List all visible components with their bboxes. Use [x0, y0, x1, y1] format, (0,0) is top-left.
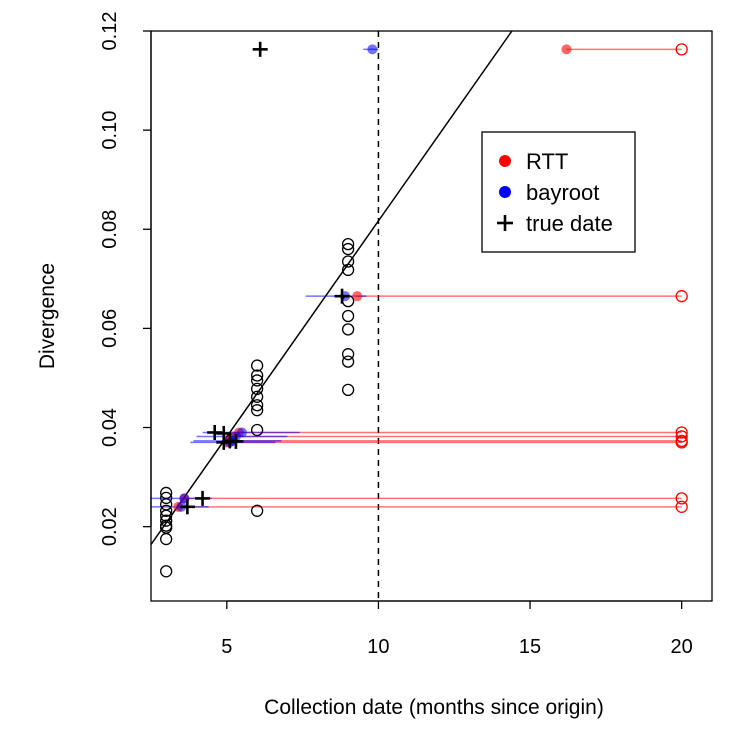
true-date-point — [179, 499, 195, 515]
observed-point — [250, 423, 264, 437]
observed-point — [160, 509, 173, 522]
observed-point — [341, 355, 355, 368]
observed-point — [341, 348, 355, 361]
true-date-point — [252, 41, 268, 57]
observed-point — [675, 43, 688, 56]
observed-point — [160, 514, 173, 527]
observed-point — [341, 242, 355, 256]
rtt-point — [352, 291, 363, 302]
rtt-point — [561, 44, 572, 55]
observed-point — [250, 404, 264, 417]
observed-point — [250, 374, 264, 387]
observed-point — [160, 532, 173, 546]
true-date-point — [195, 490, 211, 506]
observed-point — [250, 359, 264, 372]
observed-point — [675, 492, 688, 505]
observed-point — [250, 504, 264, 517]
observed-point — [160, 504, 173, 517]
observed-point — [675, 290, 688, 303]
legend-label: true date — [526, 211, 613, 236]
y-tick-label: 0.06 — [99, 309, 121, 348]
true-date-point — [228, 433, 244, 449]
y-tick-label: 0.12 — [99, 12, 121, 51]
y-axis-title: Divergence — [36, 263, 59, 369]
observed-point — [250, 382, 264, 396]
legend-marker — [499, 186, 511, 198]
y-tick-label: 0.02 — [99, 507, 121, 546]
observed-point — [250, 390, 264, 403]
observed-point — [341, 237, 355, 251]
observed-point — [675, 430, 688, 443]
y-tick-label: 0.08 — [99, 210, 121, 249]
axes: 5 10 15 20 0.02 0.04 0.06 0.08 0.10 0.12 — [99, 12, 693, 658]
legend-marker — [499, 155, 511, 167]
observed-point — [341, 263, 355, 277]
observed-point — [341, 383, 355, 397]
x-axis-title: Collection date (months since origin) — [264, 696, 604, 719]
plot-area — [151, 31, 688, 601]
observed-point — [341, 255, 355, 268]
legend-label: RTT — [526, 149, 568, 174]
observed-point — [341, 309, 355, 323]
legend: RTT bayroot true date — [481, 131, 636, 253]
observed-point — [160, 565, 173, 578]
observed-point — [160, 498, 173, 511]
observed-point — [250, 369, 264, 382]
regression-line — [151, 31, 513, 545]
x-tick-label: 10 — [367, 636, 389, 658]
observed-point — [675, 426, 688, 439]
y-tick-label: 0.10 — [99, 111, 121, 150]
observed-point — [675, 500, 688, 513]
legend-marker — [497, 215, 513, 231]
x-tick-label: 15 — [519, 636, 541, 658]
x-tick-label: 5 — [221, 636, 232, 658]
bayroot-point — [367, 44, 378, 55]
observed-point — [341, 323, 355, 336]
x-tick-label: 20 — [671, 636, 693, 658]
legend-label: bayroot — [526, 180, 599, 205]
observed-point — [250, 399, 264, 412]
observed-point — [160, 491, 173, 505]
true-date-point — [334, 288, 350, 304]
y-tick-label: 0.04 — [99, 408, 121, 447]
plot-frame — [150, 30, 713, 602]
observed-point — [675, 436, 688, 449]
